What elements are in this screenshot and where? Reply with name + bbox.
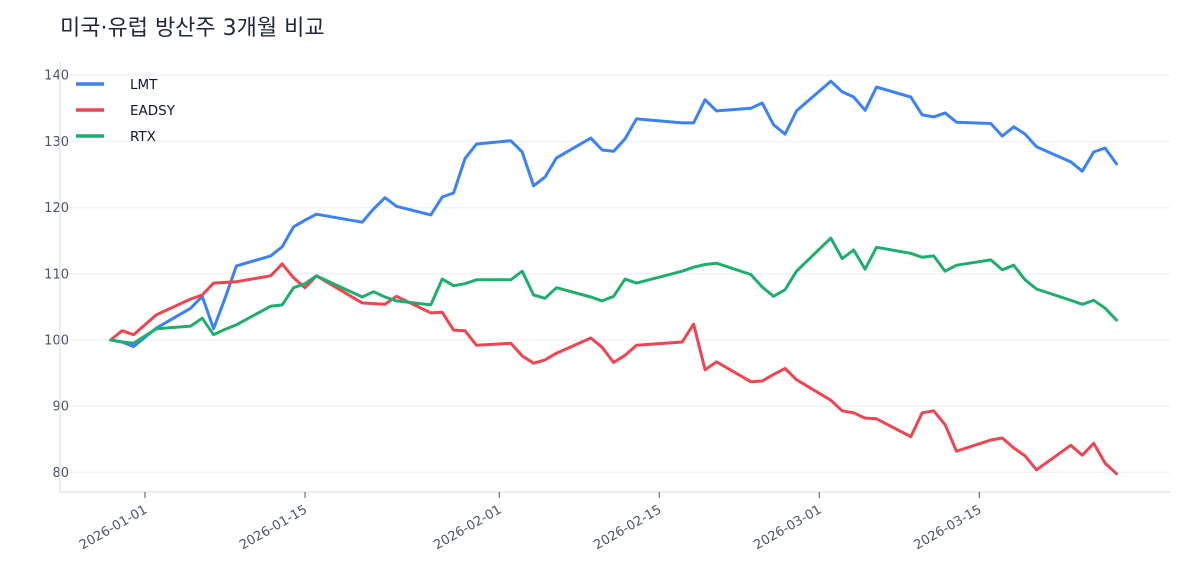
y-tick-label: 130: [44, 135, 69, 150]
y-tick-label: 100: [44, 334, 69, 349]
legend-label-lmt: LMT: [130, 77, 158, 93]
legend-label-rtx: RTX: [130, 129, 156, 145]
legend-label-eadsy: EADSY: [130, 103, 176, 119]
x-tick-label: 2026-03-01: [751, 502, 824, 553]
x-tick-label: 2026-02-15: [591, 502, 664, 553]
series-line-lmt: [109, 79, 1118, 349]
x-tick-label: 2026-01-01: [77, 502, 150, 553]
x-tick-label: 2026-01-15: [237, 502, 310, 553]
series-line-rtx: [109, 236, 1118, 345]
chart-title: 미국·유럽 방산주 3개월 비교: [60, 16, 325, 41]
x-tick-label: 2026-02-01: [431, 502, 504, 553]
y-tick-label: 120: [44, 201, 69, 216]
x-tick-label: 2026-03-15: [911, 502, 984, 553]
series-line-eadsy: [109, 262, 1118, 476]
y-tick-label: 140: [44, 69, 69, 84]
y-tick-label: 110: [44, 267, 69, 282]
